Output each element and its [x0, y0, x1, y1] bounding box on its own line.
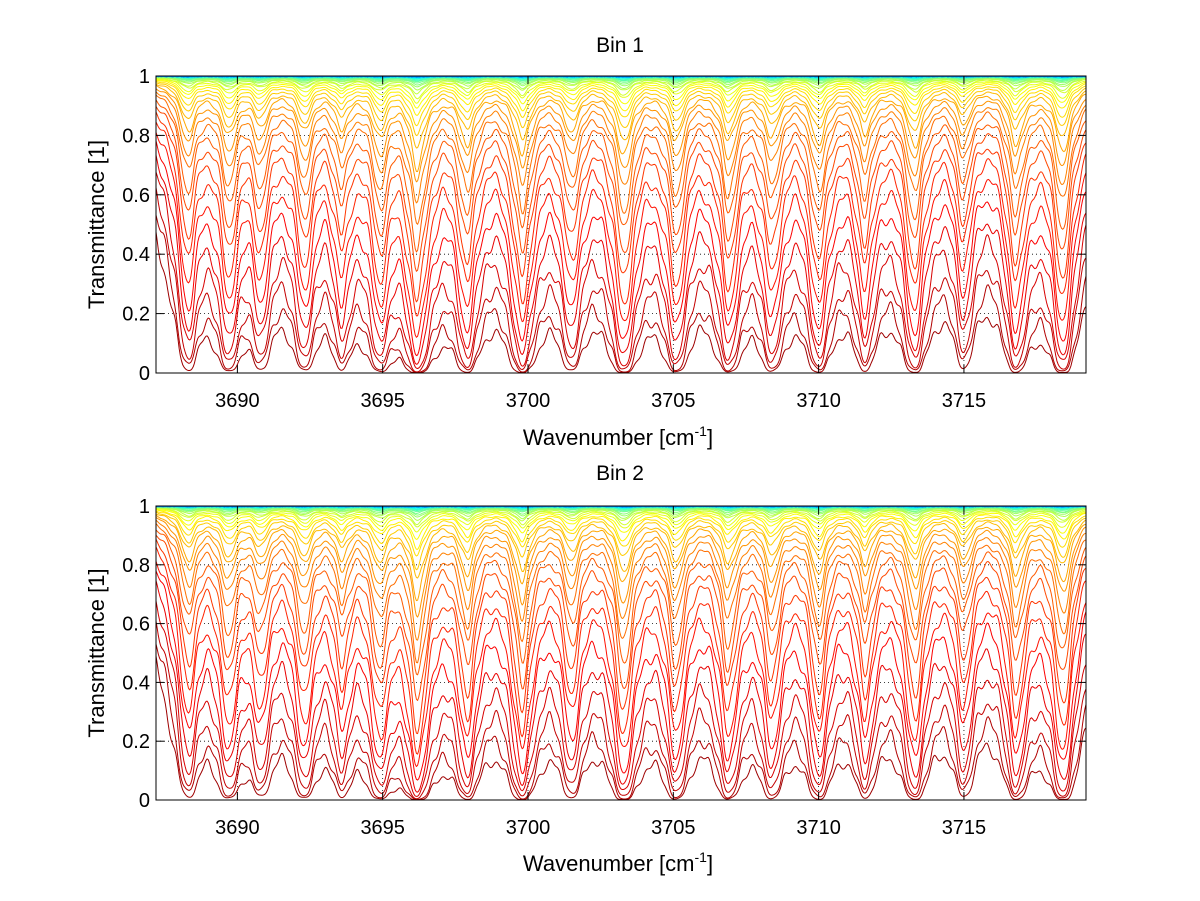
series-line: [155, 231, 1087, 373]
series-line: [155, 214, 1087, 373]
series-line: [155, 132, 1087, 338]
series-line: [155, 106, 1087, 272]
x-tick-label: 3695: [360, 817, 405, 839]
series-line: [155, 620, 1087, 800]
series-line: [155, 511, 1087, 571]
y-tick-label: 0.4: [122, 672, 150, 694]
series-line: [155, 94, 1087, 225]
x-tick-label: 3715: [942, 817, 987, 839]
series-line: [155, 78, 1087, 104]
series-line: [155, 88, 1087, 183]
x-tick-label: 3700: [506, 817, 551, 839]
y-tick-label: 0.8: [122, 125, 150, 147]
series-line: [155, 600, 1087, 797]
x-tick-label: 3715: [942, 390, 987, 412]
series-line: [155, 82, 1087, 137]
series-line: [155, 517, 1087, 618]
series-line: [155, 76, 1087, 91]
series-line: [155, 546, 1087, 755]
series-line: [155, 655, 1087, 800]
chart-panel-bin-2: Bin 2 3690 3695 3700 3705 3710 3715 0 0.2 0.4 0.…: [84, 462, 1087, 876]
y-tick-label: 0.2: [122, 731, 150, 753]
y-axis-label: Transmittance [1]: [84, 140, 109, 309]
series-line: [155, 534, 1087, 701]
series-line: [155, 508, 1087, 540]
x-tick-label: 3690: [215, 817, 260, 839]
series-line: [155, 140, 1087, 357]
y-tick-label: 0: [139, 790, 150, 812]
series-line: [155, 560, 1087, 767]
series-line: [155, 91, 1087, 204]
chart-title: Bin 1: [596, 34, 644, 57]
series-line: [155, 510, 1087, 557]
series-line: [155, 643, 1087, 800]
series-line: [155, 507, 1087, 528]
series-line: [155, 508, 1087, 533]
series-line: [156, 506, 1087, 521]
series-line: [155, 78, 1087, 109]
axes-box: [155, 75, 1087, 374]
series-line: [155, 523, 1087, 664]
series-line: [155, 570, 1087, 781]
y-tick-label: 1: [139, 496, 150, 518]
x-tick-label: 3695: [360, 390, 405, 412]
series-line: [155, 580, 1087, 793]
series-line: [155, 76, 1087, 88]
axes-box: [155, 505, 1087, 801]
y-tick-label: 0.8: [122, 555, 150, 577]
series-line: [155, 514, 1087, 602]
y-axis-label: Transmittance [1]: [84, 568, 109, 737]
series-line: [155, 507, 1086, 526]
series-line: [155, 538, 1087, 735]
series-line: [155, 77, 1087, 95]
series-line: [155, 79, 1087, 116]
series-line: [155, 77, 1087, 100]
x-tick-label: 3710: [796, 390, 841, 412]
x-tick-label: 3700: [506, 390, 551, 412]
chart-title: Bin 2: [596, 462, 644, 485]
y-tick-label: 0.6: [122, 614, 150, 636]
x-axis-label: Wavenumber [cm-1]: [523, 849, 713, 876]
series-line: [155, 121, 1087, 317]
x-tick-label: 3705: [651, 390, 696, 412]
series-line: [155, 80, 1087, 127]
y-tick-label: 1: [139, 66, 150, 88]
series-line: [155, 84, 1087, 172]
x-tick-label: 3710: [796, 817, 841, 839]
chart-panel-bin-1: Bin 1 3690 3695 3700 3705 3710 3715 0 0.2 0.4 0.…: [84, 34, 1087, 450]
series-line: [155, 99, 1087, 253]
series-line: [155, 171, 1087, 369]
series-line: [156, 506, 1087, 518]
series-line: [155, 154, 1087, 365]
series-line: [155, 83, 1087, 149]
series-line: [155, 509, 1087, 550]
y-tick-label: 0: [139, 363, 150, 385]
plot-area: [156, 76, 1086, 373]
series-line: [155, 519, 1087, 641]
y-tick-label: 0.4: [122, 244, 150, 266]
x-axis-label: Wavenumber [cm-1]: [523, 423, 713, 450]
series-line: [155, 187, 1087, 373]
x-tick-label: 3690: [215, 390, 260, 412]
series-line: [155, 513, 1087, 579]
y-tick-label: 0.2: [122, 304, 150, 326]
x-tick-label: 3705: [651, 817, 696, 839]
y-tick-label: 0.6: [122, 185, 150, 207]
series-line: [155, 529, 1087, 676]
series-line: [155, 111, 1087, 303]
